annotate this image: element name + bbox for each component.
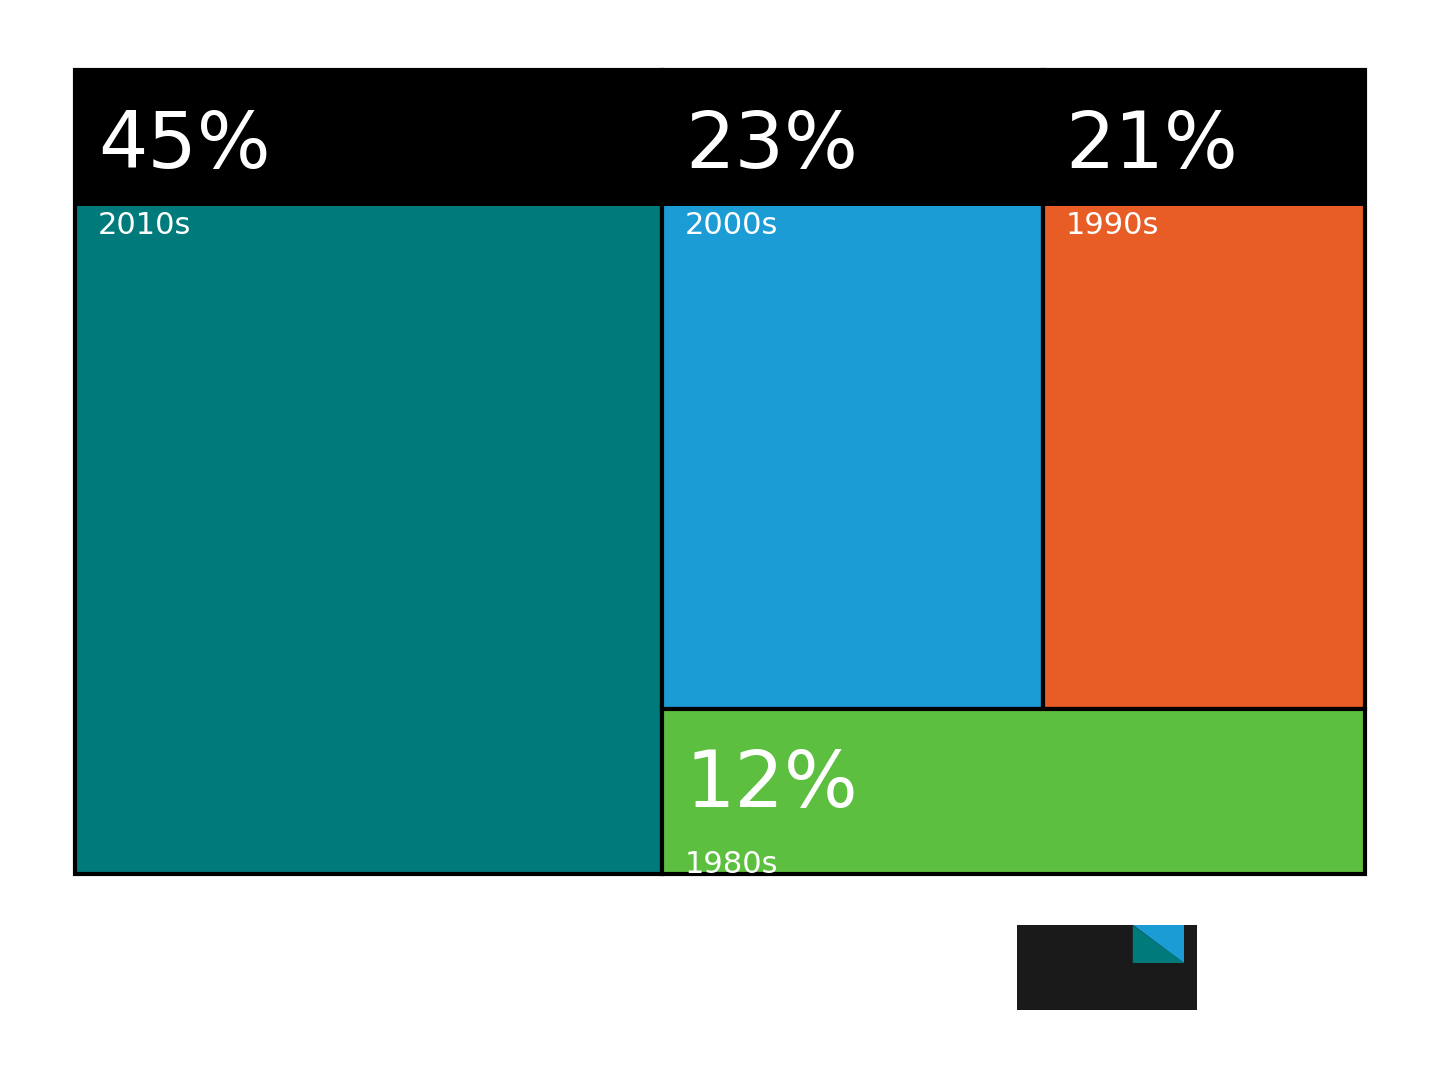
Text: 2010s: 2010s <box>98 211 192 240</box>
Bar <box>75 70 1365 206</box>
Text: 12%: 12% <box>685 746 858 823</box>
Text: 1980s: 1980s <box>685 850 779 879</box>
Bar <box>1043 70 1365 710</box>
Bar <box>662 710 1365 874</box>
Text: 21%: 21% <box>1066 108 1238 184</box>
Polygon shape <box>1133 926 1185 963</box>
Text: 45%: 45% <box>98 108 271 184</box>
Bar <box>662 70 1043 710</box>
Bar <box>75 70 662 874</box>
Polygon shape <box>1133 926 1185 963</box>
Text: 23%: 23% <box>685 108 858 184</box>
Text: 2000s: 2000s <box>685 211 779 240</box>
Text: 1990s: 1990s <box>1066 211 1159 240</box>
Bar <box>1017 926 1197 1010</box>
